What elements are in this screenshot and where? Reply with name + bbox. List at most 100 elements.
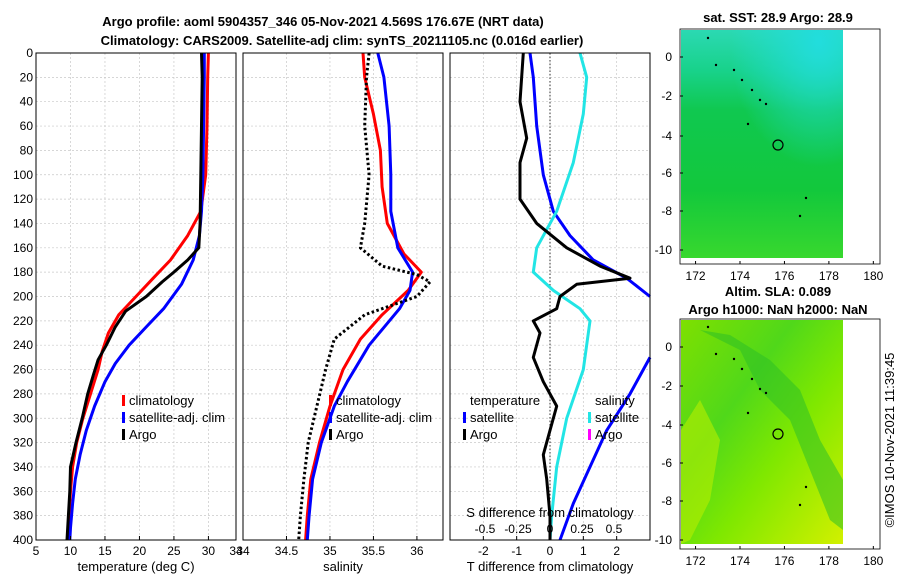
map-y-tick-label: -4: [661, 129, 672, 143]
map-x-tick-label: 178: [819, 554, 839, 568]
x-tick-label: 34: [236, 544, 250, 558]
map-y-tick-label: -8: [661, 494, 672, 508]
map-y-tick-label: -2: [661, 89, 672, 103]
map-x-tick-label: 180: [863, 554, 883, 568]
series-argo: [65, 52, 204, 541]
y-tick-label: 380: [13, 509, 33, 523]
x-tick-label-s: -0.5: [475, 522, 496, 536]
series-climatology: [304, 52, 423, 541]
island-dot: [746, 122, 750, 126]
x-tick-label: 35: [323, 544, 337, 558]
map-y-tick-label: 0: [665, 50, 672, 64]
legend-swatch: [122, 395, 125, 406]
y-tick-label: 60: [20, 119, 34, 133]
y-tick-label: 0: [26, 46, 33, 60]
island-dot: [804, 485, 808, 489]
island-dot: [750, 88, 754, 92]
island-dot: [706, 325, 710, 329]
island-dot: [798, 214, 802, 218]
x-tick-label-s: 0.25: [570, 522, 594, 536]
legend-swatch: [329, 429, 332, 440]
island-dot: [764, 102, 768, 106]
axes-frame: [242, 52, 444, 541]
island-dot: [740, 367, 744, 371]
map-x-tick-label: 174: [730, 554, 750, 568]
y-tick-label: 400: [13, 533, 33, 547]
island-dot: [732, 68, 736, 72]
x-tick-label: 0: [547, 544, 554, 558]
x-tick-label: 20: [133, 544, 147, 558]
legend-entry: Argo: [336, 427, 363, 442]
island-dot: [746, 411, 750, 415]
island-dot: [758, 387, 762, 391]
x-tick-label: 25: [167, 544, 181, 558]
sla-map-title1: Altim. SLA: 0.089: [725, 284, 831, 299]
legend-swatch: [588, 429, 591, 440]
island-dot: [798, 503, 802, 507]
map-y-tick-label: -6: [661, 166, 672, 180]
legend-entry: satellite: [470, 410, 514, 425]
y-tick-label: 120: [13, 192, 33, 206]
map-y-tick-label: -2: [661, 379, 672, 393]
legend-swatch: [463, 412, 466, 423]
legend-swatch: [122, 429, 125, 440]
legend-entry: Argo: [470, 427, 497, 442]
header-line2: Climatology: CARS2009. Satellite-adj cli…: [101, 33, 584, 48]
legend-swatch: [122, 412, 125, 423]
map-y-tick-label: 0: [665, 340, 672, 354]
x-axis-label-top: S difference from climatology: [466, 505, 634, 520]
series-t-argo: [518, 52, 632, 540]
map-y-tick-label: -8: [661, 204, 672, 218]
x-tick-label: 5: [33, 544, 40, 558]
axes-frame: [35, 52, 237, 541]
y-tick-label: 220: [13, 314, 33, 328]
y-tick-label: 160: [13, 241, 33, 255]
sla-map-title2: Argo h1000: NaN h2000: NaN: [688, 302, 867, 317]
map-x-tick-label: 176: [774, 554, 794, 568]
legend-entry: Argo: [129, 427, 156, 442]
argo-location-marker-sla: [772, 428, 784, 440]
x-tick-label: 1: [580, 544, 587, 558]
y-tick-label: 140: [13, 216, 33, 230]
map-x-tick-label: 178: [819, 269, 839, 283]
x-axis-label: salinity: [323, 559, 363, 574]
x-tick-label-s: -0.25: [504, 522, 532, 536]
y-tick-label: 360: [13, 484, 33, 498]
x-tick-label-s: 0: [547, 522, 554, 536]
x-tick-label: -2: [478, 544, 489, 558]
legend-swatch: [588, 412, 591, 423]
legend-swatch: [329, 412, 332, 423]
map-y-tick-label: -6: [661, 456, 672, 470]
x-tick-label: -1: [511, 544, 522, 558]
island-dot: [706, 36, 710, 40]
y-tick-label: 40: [20, 95, 34, 109]
y-tick-label: 260: [13, 363, 33, 377]
map-x-tick-label: 180: [863, 269, 883, 283]
x-tick-label: 30: [202, 544, 216, 558]
island-dot: [714, 352, 718, 356]
y-tick-label: 200: [13, 290, 33, 304]
credit-text: ©IMOS 10-Nov-2021 11:39:45: [882, 353, 897, 528]
header-line1: Argo profile: aoml 5904357_346 05-Nov-20…: [102, 14, 544, 29]
island-dot: [804, 196, 808, 200]
island-dot: [740, 78, 744, 82]
map-x-tick-label: 172: [686, 269, 706, 283]
y-tick-label: 240: [13, 338, 33, 352]
legend-entry: satellite-adj. clim: [129, 410, 225, 425]
panel-temperature: 5 10 15 20 25 30 34 temperature (deg C) 0 20 40 60 8…: [13, 46, 243, 574]
sla-map: [679, 318, 881, 550]
y-tick-label: 300: [13, 411, 33, 425]
x-tick-label: 15: [98, 544, 112, 558]
x-axis-label: temperature (deg C): [77, 559, 194, 574]
legend-entry: satellite: [595, 410, 639, 425]
y-tick-label: 320: [13, 436, 33, 450]
series-s-satellite: [531, 52, 592, 541]
map-x-tick-label: 176: [774, 269, 794, 283]
legend-entry: salinity: [595, 393, 635, 408]
island-dot: [764, 391, 768, 395]
legend-entry: Argo: [595, 427, 622, 442]
island-dot: [714, 63, 718, 67]
legend-entry: satellite-adj. clim: [336, 410, 432, 425]
legend-entry: temperature: [470, 393, 540, 408]
